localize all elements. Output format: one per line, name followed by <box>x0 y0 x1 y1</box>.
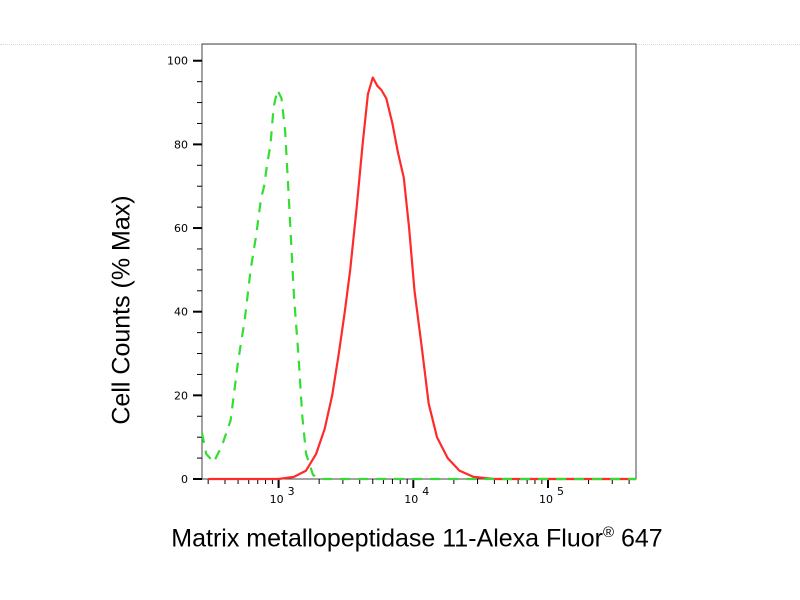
plot-border <box>201 43 637 480</box>
y-tick-label: 20 <box>174 389 188 402</box>
x-axis-label: Matrix metallopeptidase 11-Alexa Fluor® … <box>0 524 800 553</box>
x-axis: 10 3 10 4 10 5 <box>207 479 630 506</box>
x-tick-exponent: 3 <box>288 485 295 498</box>
y-tick-label: 100 <box>167 55 188 68</box>
x-tick-label: 10 <box>404 493 418 506</box>
y-tick-label: 60 <box>174 222 188 235</box>
x-tick-label: 10 <box>539 493 553 506</box>
y-axis: 0 20 40 60 80 100 <box>167 55 202 486</box>
x-tick-exponent: 5 <box>557 485 564 498</box>
x-axis-label-text: Matrix metallopeptidase 11-Alexa Fluor <box>171 524 603 553</box>
x-axis-label-suffix: 647 <box>614 524 663 553</box>
y-tick-label: 0 <box>181 473 188 486</box>
isotype-control-curve <box>200 88 636 481</box>
series-layer <box>200 76 636 481</box>
x-tick-label: 10 <box>270 493 284 506</box>
x-tick-exponent: 4 <box>422 485 429 498</box>
y-tick-label: 40 <box>174 306 188 319</box>
sample-curve <box>208 76 636 481</box>
plot-frame <box>201 43 637 480</box>
y-tick-label: 80 <box>174 138 188 151</box>
y-axis-label: Cell Counts (% Max) <box>107 195 136 425</box>
registered-mark: ® <box>602 524 615 541</box>
